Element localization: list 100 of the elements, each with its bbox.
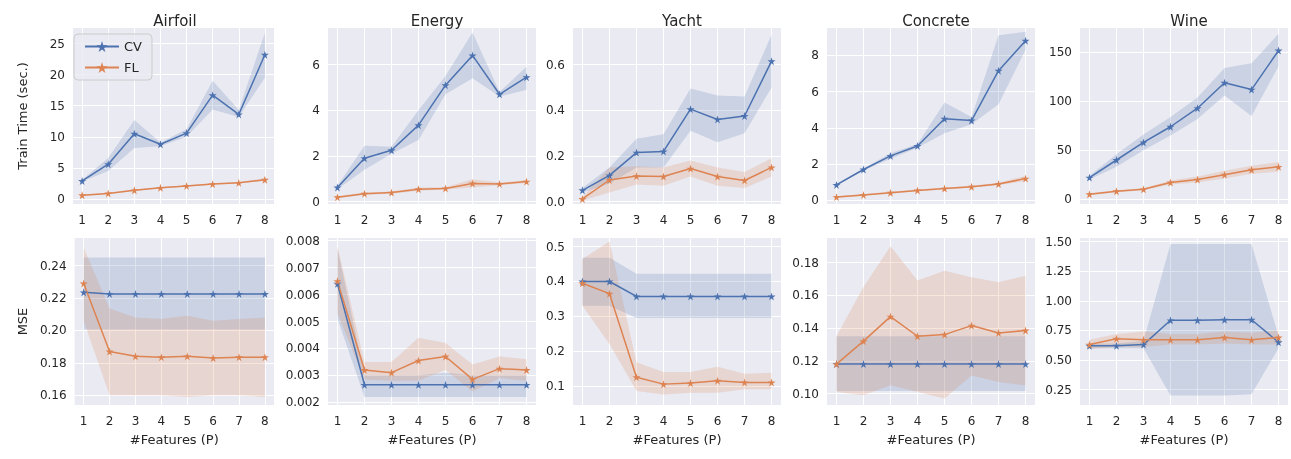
y-tick-label: 0.20 (39, 323, 67, 338)
y-tick-label: 0.25 (1045, 382, 1072, 397)
y-tick-label: 15 (49, 98, 65, 113)
y-tick-label: 0.5 (545, 239, 565, 254)
y-tick-label: 0 (811, 193, 819, 208)
x-tick-label: 8 (261, 213, 269, 227)
y-axis-title: MSE (15, 307, 30, 336)
chart-title: Wine (1170, 11, 1208, 30)
y-tick-label: 0.24 (39, 258, 67, 273)
x-tick-label: 6 (1220, 213, 1229, 227)
y-tick-label: 0.1 (545, 378, 565, 393)
x-tick-label: 8 (522, 414, 531, 428)
x-tick-label: 3 (1139, 414, 1148, 428)
x-tick-label: 7 (495, 213, 504, 227)
x-tick-label: 6 (468, 213, 477, 227)
x-axis-title: #Features (P) (1139, 432, 1229, 447)
y-tick-label: 0.10 (792, 386, 819, 401)
chart-title: Airfoil (153, 11, 197, 30)
y-tick-label: 0.3 (545, 309, 565, 324)
x-tick-label: 2 (605, 213, 614, 227)
x-tick-label: 3 (632, 213, 641, 227)
x-tick-label: 1 (333, 213, 342, 227)
x-tick-label: 3 (632, 414, 641, 428)
chart-title: Energy (410, 11, 464, 30)
x-tick-label: 1 (78, 213, 86, 227)
y-tick-label: 0.16 (39, 388, 67, 403)
x-tick-label: 7 (234, 213, 243, 227)
y-tick-label: 2 (312, 149, 320, 163)
y-tick-label: 0 (57, 192, 65, 207)
x-tick-label: 7 (1247, 414, 1256, 428)
x-tick-label: 1 (79, 414, 88, 428)
x-tick-label: 2 (859, 213, 868, 227)
x-tick-label: 6 (209, 414, 217, 428)
x-tick-label: 4 (913, 213, 922, 227)
x-tick-label: 6 (967, 213, 976, 227)
x-tick-label: 4 (913, 414, 922, 428)
y-tick-label: 10 (49, 129, 65, 144)
x-tick-label: 5 (441, 213, 450, 227)
x-tick-label: 6 (713, 213, 722, 227)
x-tick-label: 7 (495, 414, 504, 428)
x-tick-label: 3 (387, 414, 396, 428)
y-tick-label: 0.007 (285, 260, 320, 275)
y-tick-label: 0.4 (545, 274, 565, 289)
chart-title: Yacht (661, 11, 703, 30)
x-tick-label: 4 (659, 213, 668, 227)
x-tick-label: 6 (208, 213, 217, 227)
x-tick-label: 2 (605, 414, 614, 428)
x-tick-label: 6 (967, 414, 976, 428)
y-tick-label: 0.4 (545, 103, 565, 118)
x-tick-label: 5 (686, 213, 695, 227)
x-tick-label: 2 (104, 213, 113, 227)
y-tick-label: 6 (811, 84, 819, 99)
x-tick-label: 3 (387, 213, 396, 227)
x-tick-label: 7 (1247, 213, 1256, 227)
y-tick-label: 1.00 (1045, 293, 1072, 308)
x-tick-label: 7 (740, 213, 749, 227)
legend-label: FL (124, 60, 140, 75)
x-tick-label: 8 (1274, 414, 1283, 428)
x-tick-label: 5 (441, 414, 450, 428)
y-tick-label: 0.6 (545, 57, 565, 72)
y-tick-label: 25 (49, 36, 65, 51)
x-tick-label: 1 (832, 213, 841, 227)
legend-label: CV (124, 39, 143, 54)
y-tick-label: 0.004 (285, 341, 320, 356)
x-tick-label: 4 (414, 414, 423, 428)
x-tick-label: 2 (1112, 213, 1121, 227)
x-tick-label: 5 (940, 213, 949, 227)
y-tick-label: 150 (1049, 45, 1072, 60)
x-tick-label: 8 (767, 414, 776, 428)
x-tick-label: 1 (832, 414, 841, 428)
x-tick-label: 7 (740, 414, 749, 428)
x-axis-title: #Features (P) (632, 432, 722, 447)
x-tick-label: 5 (1193, 414, 1202, 428)
x-tick-label: 2 (105, 414, 114, 428)
y-tick-label: 0.12 (792, 353, 819, 368)
x-tick-label: 8 (522, 213, 531, 227)
y-tick-label: 100 (1049, 94, 1072, 109)
x-tick-label: 1 (333, 414, 342, 428)
y-tick-label: 0.2 (545, 149, 565, 163)
x-tick-label: 6 (468, 414, 477, 428)
x-tick-label: 5 (1193, 213, 1202, 227)
y-tick-label: 4 (811, 120, 819, 135)
y-tick-label: 20 (49, 67, 65, 82)
x-tick-label: 5 (182, 213, 191, 227)
x-tick-label: 3 (130, 213, 139, 227)
y-tick-label: 6 (312, 57, 320, 72)
x-tick-label: 6 (713, 414, 722, 428)
x-axis-title: #Features (P) (387, 432, 477, 447)
y-tick-label: 0.18 (39, 355, 67, 370)
x-tick-label: 7 (235, 414, 243, 428)
y-tick-label: 0.003 (285, 368, 320, 383)
x-tick-label: 6 (1220, 414, 1229, 428)
y-tick-label: 0.005 (285, 314, 320, 329)
x-tick-label: 8 (767, 213, 776, 227)
x-tick-label: 3 (131, 414, 140, 428)
x-tick-label: 4 (1166, 213, 1175, 227)
y-tick-label: 0.002 (285, 395, 320, 410)
x-tick-label: 7 (994, 414, 1003, 428)
y-tick-label: 4 (312, 103, 320, 118)
x-tick-label: 8 (261, 414, 269, 428)
